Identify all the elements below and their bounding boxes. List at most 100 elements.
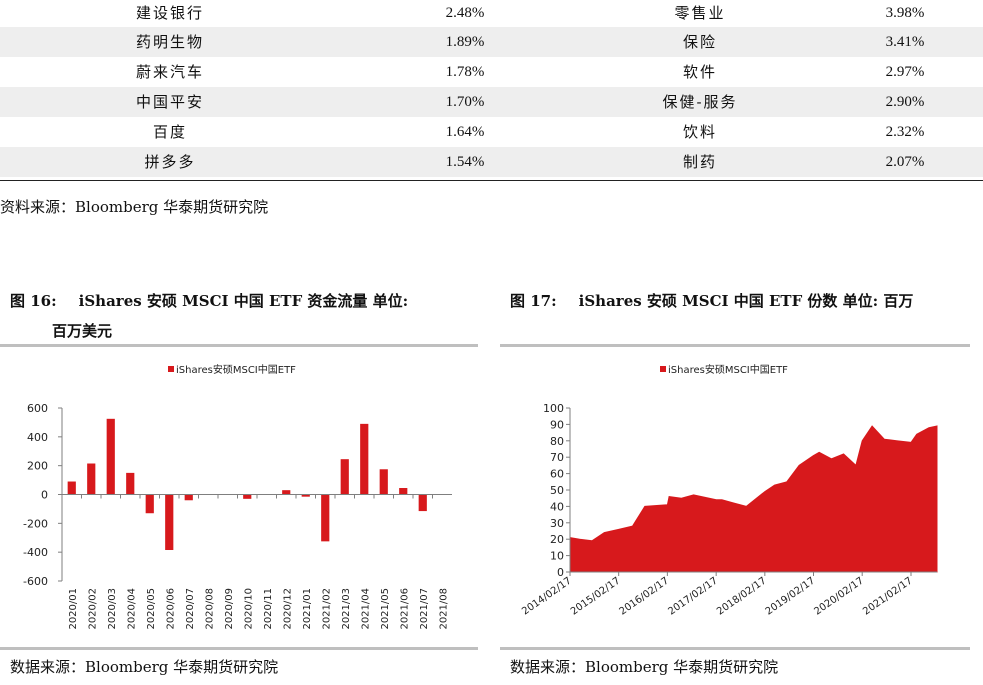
x-tick-label: 2020/07 (185, 588, 196, 630)
y-tick-label: -200 (23, 517, 48, 530)
y-tick-label: 40 (550, 500, 564, 513)
industry-weight: 2.32% (885, 124, 925, 140)
fig17-source: 数据来源：Bloomberg 华泰期货研究院 (510, 658, 779, 676)
y-tick-label: 60 (550, 468, 564, 481)
industry-weight: 3.98% (885, 5, 925, 21)
table-row: 中国平安 1.70% 保健-服务 2.90% (0, 87, 983, 117)
fig17-top-divider (500, 344, 970, 347)
table-row: 药明生物 1.89% 保险 3.41% (0, 27, 983, 57)
x-tick-label: 2020/03 (107, 588, 118, 630)
y-tick-label: -600 (23, 575, 48, 588)
x-tick-label: 2014/02/17 (520, 575, 574, 617)
x-tick-label: 2020/02 (87, 588, 98, 630)
fig16-bottom-divider (0, 647, 478, 650)
fig16-title-line1: iShares 安硕 MSCI 中国 ETF 资金流量 单位: (78, 292, 409, 310)
y-tick-label: 0 (41, 489, 48, 502)
y-tick-label: 600 (27, 402, 48, 415)
y-tick-label: 30 (550, 517, 564, 530)
bar (321, 494, 330, 542)
fig16-number: 图 16: (10, 292, 57, 310)
table-row: 建设银行 2.48% 零售业 3.98% (0, 0, 983, 28)
legend-swatch (168, 366, 174, 372)
y-tick-label: 70 (550, 451, 564, 464)
x-tick-label: 2021/05 (380, 588, 391, 630)
fund-flow-bar-chart: iShares安硕MSCI中国ETF -600 -400 -200 0 200 400 600… (23, 363, 452, 630)
y-tick-label: 0 (557, 566, 564, 579)
x-tick-label: 2020/09 (224, 588, 235, 630)
fig16-title-line2: 百万美元 (52, 322, 113, 340)
bar (379, 469, 388, 495)
fig16-source: 数据来源：Bloomberg 华泰期货研究院 (10, 658, 279, 676)
stock-weight: 1.54% (445, 154, 485, 170)
industry-name: 保险 (682, 33, 717, 51)
y-tick-label: 90 (550, 418, 564, 431)
x-tick-label: 2021/02 (321, 588, 332, 630)
stock-weight: 1.78% (445, 64, 485, 80)
y-tick-label: 200 (27, 460, 48, 473)
x-tick-label: 2020/06 (165, 588, 176, 630)
y-tick-label: -400 (23, 546, 48, 559)
fig17-title: 图 17: iShares 安硕 MSCI 中国 ETF 份数 单位: 百万 (510, 290, 913, 311)
fig17-number: 图 17: (510, 292, 557, 310)
bar (399, 488, 408, 495)
y-tick-label: 80 (550, 435, 564, 448)
x-tick-label: 2020/01 (68, 588, 79, 630)
stock-name: 蔚来汽车 (135, 63, 204, 81)
x-tick-label: 2020/11 (263, 588, 274, 630)
bar (301, 494, 310, 497)
y-tick-label: 100 (543, 402, 564, 415)
x-tick-label: 2021/04 (360, 588, 371, 630)
stock-weight: 1.70% (445, 94, 485, 110)
area-series (569, 425, 938, 573)
bar (145, 494, 154, 514)
x-tick-label: 2021/06 (399, 588, 410, 630)
industry-weight: 3.41% (885, 34, 925, 50)
x-tick-label: 2020/12 (282, 588, 293, 630)
table-source: 资料来源：Bloomberg 华泰期货研究院 (0, 198, 269, 216)
x-tick-label: 2016/02/17 (618, 575, 672, 617)
industry-name: 软件 (682, 63, 717, 81)
stock-name: 药明生物 (135, 33, 204, 51)
stock-weight: 1.64% (445, 124, 485, 140)
stock-weight: 1.89% (445, 34, 485, 50)
shares-outstanding-area-chart: iShares安硕MSCI中国ETF 0 10 20 30 40 50 60 70 80 90 100… (520, 363, 938, 618)
industry-name: 饮料 (682, 123, 717, 141)
y-tick-label: 10 (550, 550, 564, 563)
legend-label: iShares安硕MSCI中国ETF (668, 363, 788, 376)
fig16-top-divider (0, 344, 478, 347)
fig17-bottom-divider (500, 647, 970, 650)
stock-weight: 2.48% (445, 5, 485, 21)
table-bottom-rule (0, 180, 983, 181)
bar (126, 472, 135, 495)
x-tick-label: 2020/10 (243, 588, 254, 630)
x-tick-label: 2021/01 (302, 588, 313, 630)
legend-swatch (660, 366, 666, 372)
x-tick-label: 2021/08 (438, 588, 449, 630)
stock-name: 拼多多 (144, 153, 196, 171)
x-tick-label: 2018/02/17 (715, 575, 769, 617)
stock-name: 百度 (152, 123, 187, 141)
x-tick-label: 2019/02/17 (764, 575, 818, 617)
y-tick-label: 20 (550, 533, 564, 546)
industry-name: 制药 (682, 153, 717, 171)
stock-name: 中国平安 (135, 93, 204, 111)
bar (67, 481, 76, 495)
fig17-title-text: iShares 安硕 MSCI 中国 ETF 份数 单位: 百万 (578, 292, 914, 310)
x-tick-label: 2020/05 (146, 588, 157, 630)
industry-weight: 2.97% (885, 64, 925, 80)
bar (418, 494, 427, 512)
bar (243, 494, 252, 499)
bar (282, 490, 291, 495)
table-row: 百度 1.64% 饮料 2.32% (0, 117, 983, 147)
fig16-title: 图 16: iShares 安硕 MSCI 中国 ETF 资金流量 单位: (10, 290, 408, 311)
bar (87, 463, 96, 495)
industry-weight: 2.07% (885, 154, 925, 170)
x-tick-label: 2021/02/17 (861, 575, 915, 617)
y-tick-label: 50 (550, 484, 564, 497)
industry-name: 保健-服务 (662, 93, 738, 111)
bar (360, 423, 369, 495)
bar (165, 494, 174, 551)
x-tick-label: 2020/04 (126, 588, 137, 630)
x-tick-label: 2021/07 (419, 588, 430, 630)
x-tick-label: 2020/08 (204, 588, 215, 630)
